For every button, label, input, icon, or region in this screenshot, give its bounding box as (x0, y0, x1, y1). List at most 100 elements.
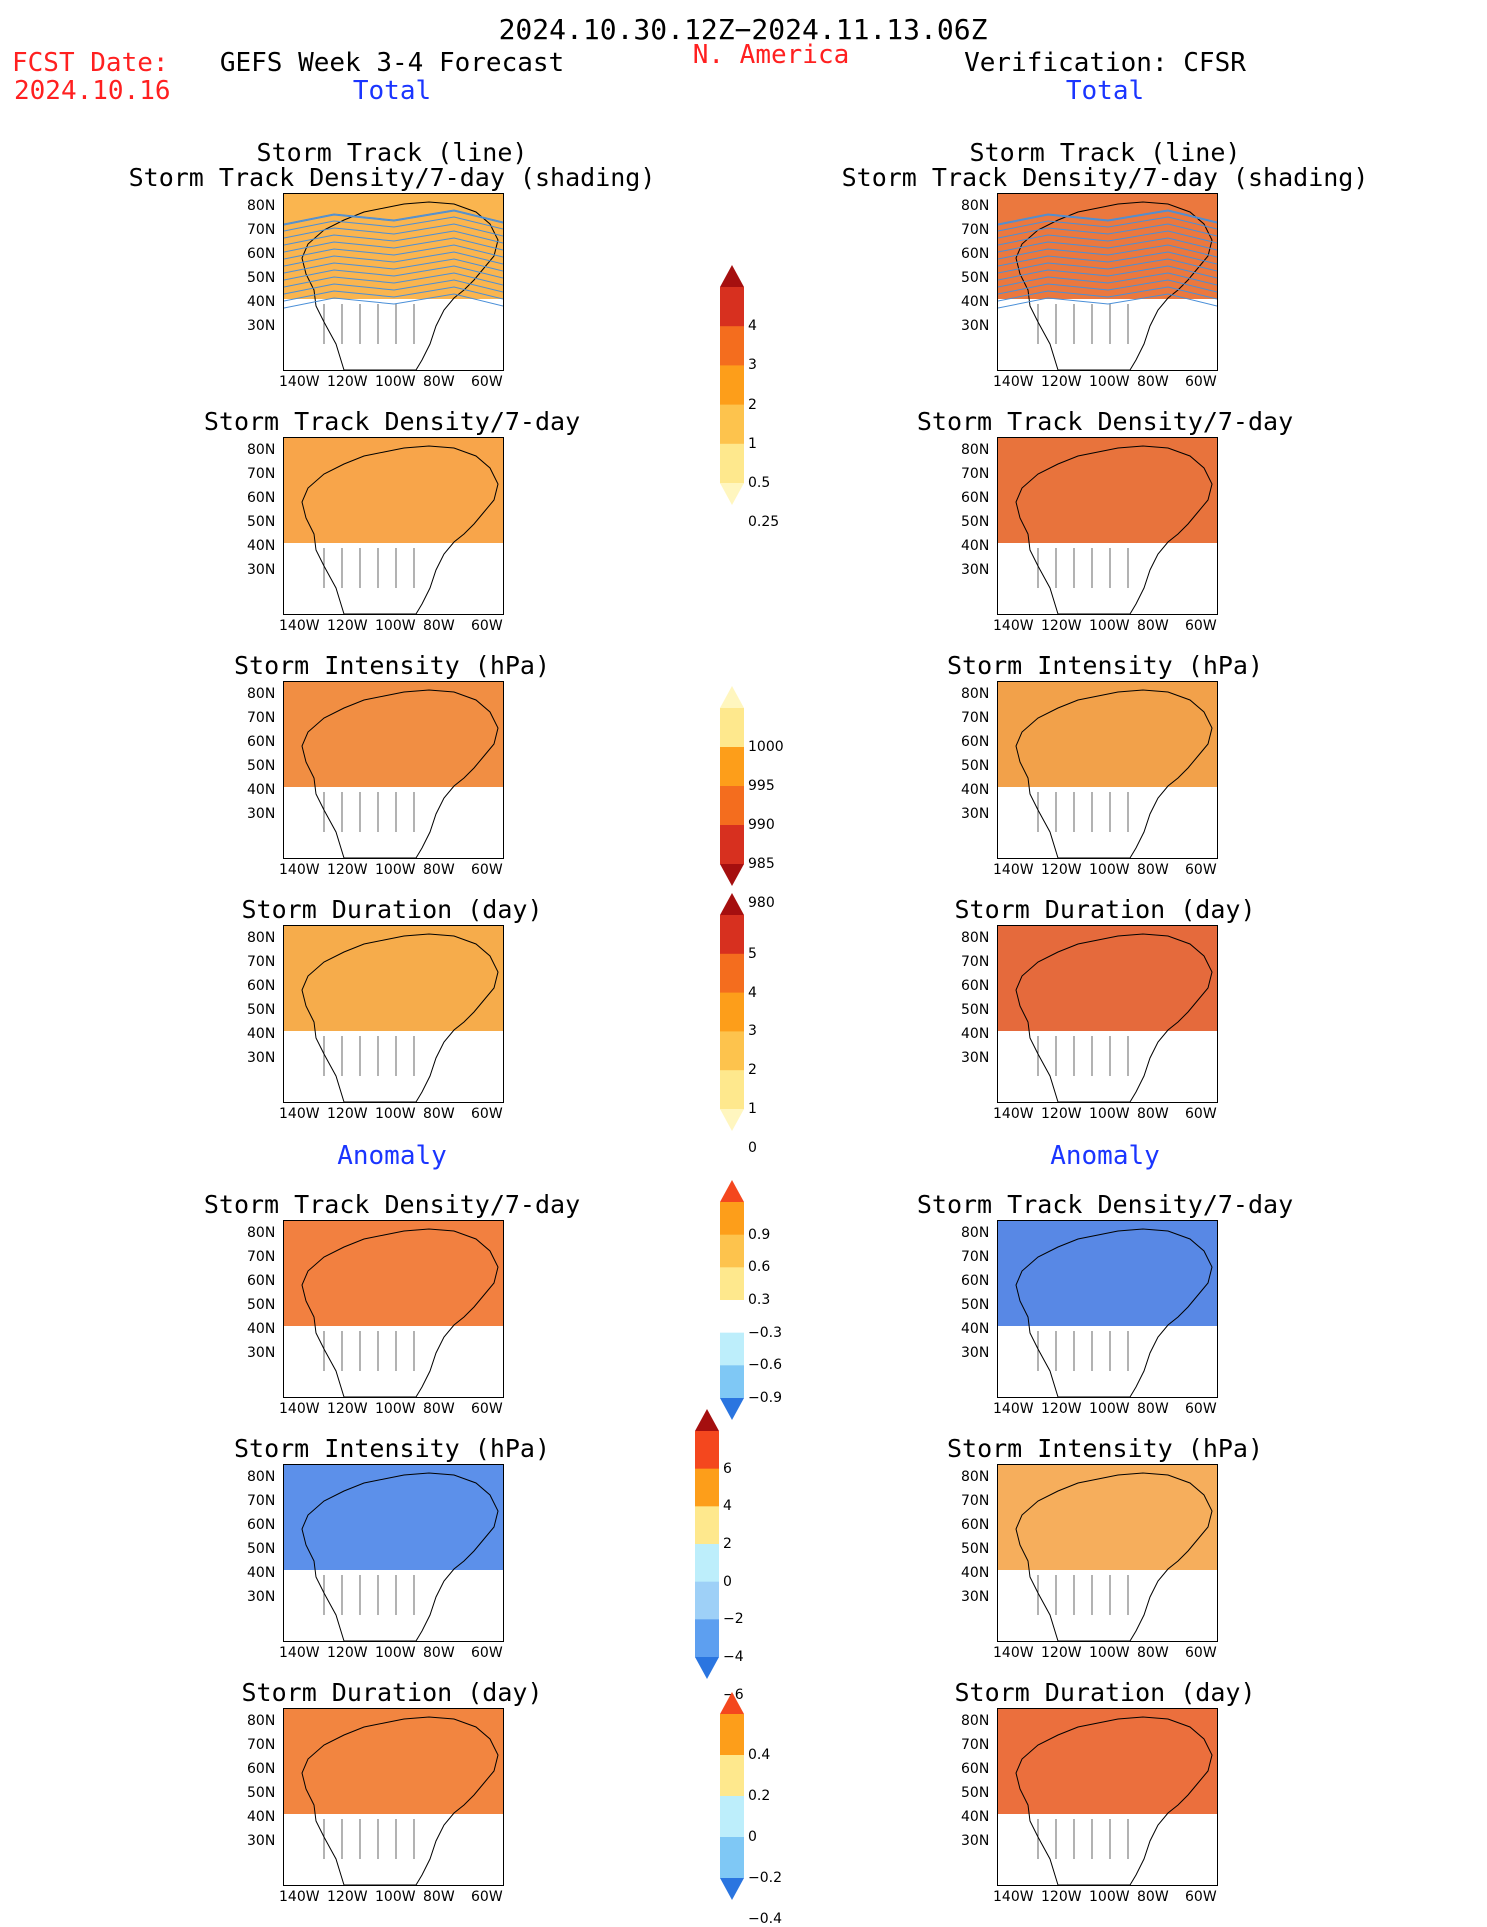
field-shading (284, 194, 503, 299)
lat-tick-label: 30N (961, 1345, 990, 1361)
colorbar-label: 0.25 (748, 514, 780, 531)
map-plot (998, 682, 1217, 858)
lon-tick-label: 100W (375, 1401, 416, 1417)
coastline (1015, 689, 1213, 858)
lat-tick-label: 30N (961, 1589, 990, 1605)
lat-tick-label: 40N (961, 1565, 990, 1581)
lat-tick-label: 70N (961, 954, 990, 970)
colorbar-label: 985 (748, 856, 775, 872)
lon-tick-label: 80W (1137, 618, 1169, 634)
lat-tick-label: 80N (247, 1225, 276, 1241)
lon-tick-label: 100W (1089, 1645, 1130, 1661)
colorbar-segment (720, 1365, 744, 1399)
map-plot (998, 438, 1217, 614)
lon-tick-label: 140W (279, 618, 320, 634)
lon-tick-label: 140W (993, 1106, 1034, 1122)
map-panel (997, 681, 1218, 859)
lon-tick-label: 140W (993, 1645, 1034, 1661)
lon-tick-label: 60W (1185, 1889, 1217, 1905)
total-left-label: Total (352, 76, 432, 106)
lat-tick-label: 50N (961, 1002, 990, 1018)
panel-title: Storm Intensity (hPa) (946, 651, 1264, 680)
lat-tick-label: 50N (247, 1785, 276, 1801)
lat-tick-label: 40N (961, 1026, 990, 1042)
map-plot (284, 1709, 503, 1885)
lat-tick-label: 70N (247, 466, 276, 482)
lon-tick-label: 80W (1137, 862, 1169, 878)
colorbar-segment (720, 365, 744, 406)
lat-tick-label: 40N (247, 1321, 276, 1337)
lat-tick-label: 60N (247, 978, 276, 994)
colorbar-segment (695, 1506, 719, 1545)
lat-tick-label: 60N (961, 734, 990, 750)
lat-tick-label: 70N (247, 954, 276, 970)
colorbar-label: 0 (748, 1829, 757, 1845)
panel-title: Storm Track Density/7-day (916, 1190, 1294, 1219)
field-shading (998, 682, 1217, 787)
lon-tick-label: 80W (423, 1645, 455, 1661)
colorbar-bottom-arrow (695, 1657, 719, 1679)
lat-tick-label: 80N (961, 1225, 990, 1241)
lon-tick-label: 140W (279, 374, 320, 390)
storm-track-line (998, 272, 1217, 288)
storm-track-line (998, 279, 1217, 295)
lat-tick-label: 70N (247, 1249, 276, 1265)
colorbar-segment (720, 287, 744, 327)
map-panel (283, 193, 504, 371)
colorbar-bottom-arrow (720, 1398, 744, 1420)
storm-track-line (998, 293, 1217, 309)
colorbar-segment (720, 825, 744, 865)
lat-tick-label: 50N (247, 758, 276, 774)
lat-tick-label: 40N (247, 538, 276, 554)
colorbar-label: 2 (748, 1062, 757, 1079)
field-shading (998, 194, 1217, 299)
colorbar-segment (720, 1796, 744, 1838)
colorbar-top-arrow (720, 265, 744, 287)
lon-tick-label: 120W (327, 1106, 368, 1122)
panel-title: Storm Duration (day) (954, 1678, 1256, 1707)
colorbar-label: −0.9 (748, 1390, 782, 1406)
lon-tick-label: 100W (375, 862, 416, 878)
lat-tick-label: 60N (961, 246, 990, 262)
lat-tick-label: 50N (247, 1541, 276, 1557)
map-plot (284, 682, 503, 858)
colorbar-label: 0.5 (748, 475, 771, 491)
storm-track-line (284, 279, 503, 295)
lon-tick-label: 120W (1041, 1645, 1082, 1661)
lat-tick-label: 60N (961, 1517, 990, 1533)
lat-tick-label: 50N (247, 514, 276, 530)
lat-tick-label: 70N (961, 1737, 990, 1753)
lat-tick-label: 80N (961, 1713, 990, 1729)
colorbar-label: 1 (748, 1101, 757, 1117)
lat-tick-label: 70N (961, 710, 990, 726)
lon-tick-label: 100W (1089, 374, 1130, 390)
coastline (301, 201, 499, 370)
lat-tick-label: 60N (961, 978, 990, 994)
colorbar-segment (720, 443, 744, 484)
colorbar-label: 995 (748, 778, 775, 794)
lon-tick-label: 140W (993, 618, 1034, 634)
colorbar-segment (720, 708, 744, 748)
colorbar-segment (695, 1431, 719, 1470)
map-panel (997, 193, 1218, 371)
map-panel (283, 1464, 504, 1642)
colorbar-segment (720, 1202, 744, 1236)
lat-tick-label: 50N (961, 1297, 990, 1313)
colorbar (720, 1692, 744, 1900)
field-shading (284, 1709, 503, 1814)
field-shading (998, 1465, 1217, 1570)
storm-track-line (998, 251, 1217, 267)
lon-tick-label: 100W (1089, 1889, 1130, 1905)
lon-tick-label: 100W (375, 1106, 416, 1122)
lat-tick-label: 50N (961, 514, 990, 530)
lon-tick-label: 120W (327, 1401, 368, 1417)
lon-tick-label: 80W (1137, 1645, 1169, 1661)
lat-tick-label: 50N (961, 270, 990, 286)
lat-tick-label: 80N (247, 198, 276, 214)
lon-tick-label: 60W (471, 374, 503, 390)
storm-track-line (998, 265, 1217, 281)
lon-tick-label: 140W (993, 374, 1034, 390)
colorbar-label: −2 (723, 1611, 744, 1628)
period-title: 2024.10.30.12Z−2024.11.13.06Z (498, 13, 988, 46)
colorbar-bottom-arrow (720, 1878, 744, 1900)
